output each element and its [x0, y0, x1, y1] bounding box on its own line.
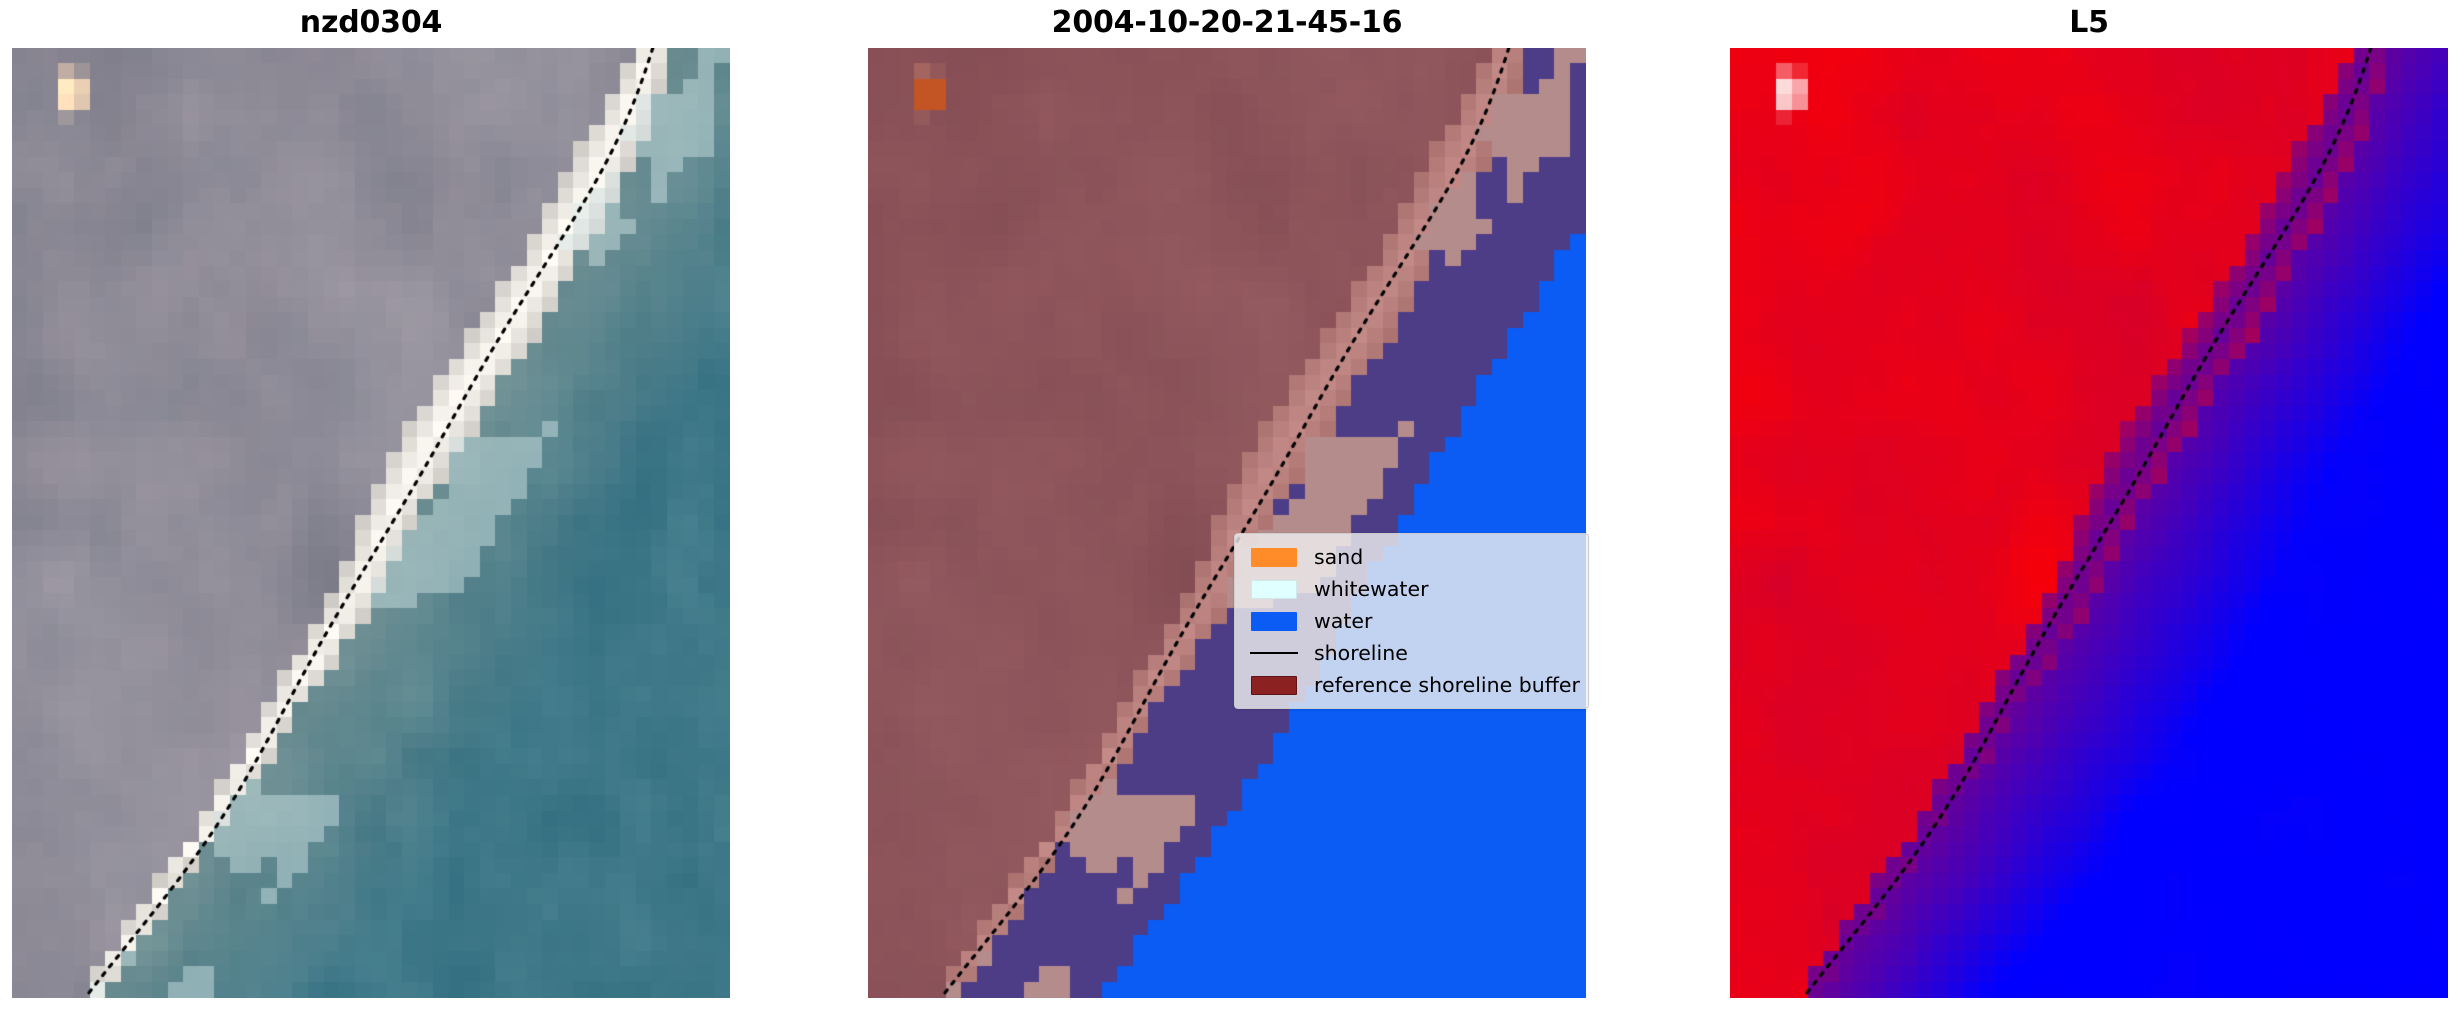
legend-item-reference-shoreline-buffer: reference shoreline buffer: [1244, 669, 1580, 701]
panel-index-image: L5: [1730, 0, 2448, 1012]
whitewater-color-swatch: [1251, 579, 1297, 599]
legend-item-whitewater: whitewater: [1244, 573, 1579, 605]
sand-color-swatch: [1251, 547, 1297, 567]
reference-buffer-color-swatch: [1251, 675, 1297, 695]
axes-rgb: [12, 48, 730, 998]
water-swatch-cell: [1244, 605, 1304, 637]
panel-classified-image: 2004-10-20-21-45-16: [868, 0, 1586, 1012]
rgb-image-canvas: [12, 48, 730, 998]
legend-item-sand: sand: [1244, 541, 1579, 573]
whitewater-swatch-cell: [1244, 573, 1304, 605]
index-image-canvas: [1730, 48, 2448, 998]
panel-title-classified: 2004-10-20-21-45-16: [1051, 5, 1403, 40]
axes-classified: [868, 48, 1586, 998]
reference-buffer-swatch-cell: [1244, 669, 1304, 701]
panel-title-rgb: nzd0304: [299, 5, 443, 40]
legend: sand whitewater water shoreline referenc…: [1234, 533, 1589, 709]
panel-title-index: L5: [2069, 5, 2109, 40]
legend-label-reference-shoreline-buffer: reference shoreline buffer: [1314, 673, 1580, 697]
water-color-swatch: [1251, 611, 1297, 631]
panel-rgb-image: nzd0304: [12, 0, 730, 1012]
legend-label-water: water: [1314, 609, 1373, 633]
shoreline-line-swatch: [1250, 652, 1298, 654]
legend-label-sand: sand: [1314, 545, 1364, 569]
classified-image-canvas: [868, 48, 1586, 998]
shoreline-swatch-cell: [1244, 637, 1304, 669]
legend-label-shoreline: shoreline: [1314, 641, 1408, 665]
legend-item-shoreline: shoreline: [1244, 637, 1579, 669]
legend-label-whitewater: whitewater: [1314, 577, 1429, 601]
legend-item-water: water: [1244, 605, 1579, 637]
sand-swatch-cell: [1244, 541, 1304, 573]
axes-index: [1730, 48, 2448, 998]
